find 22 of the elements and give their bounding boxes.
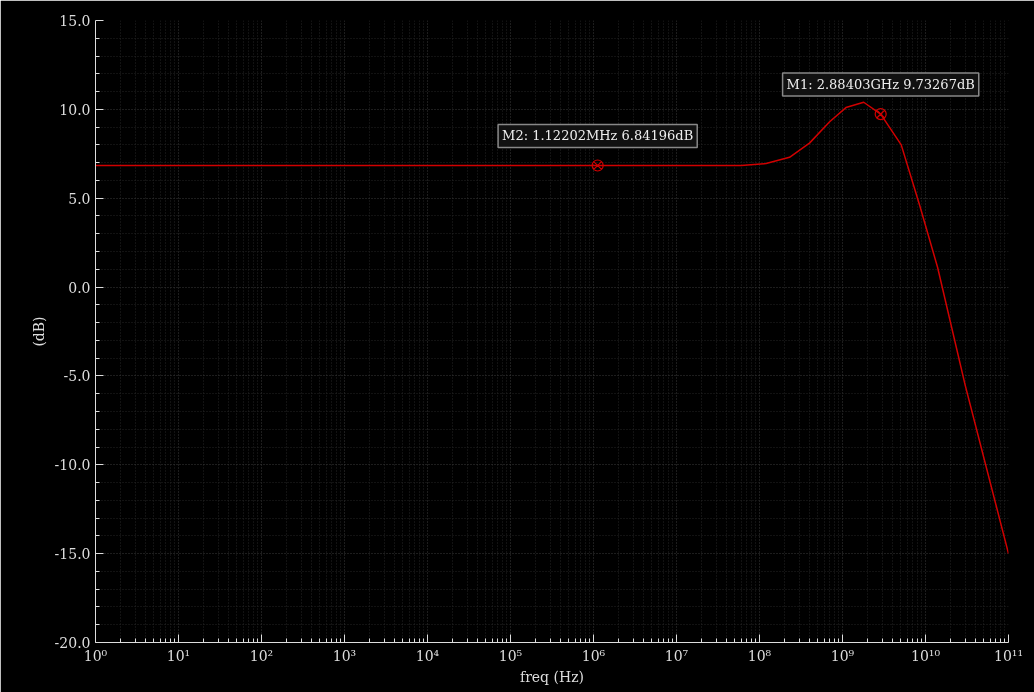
annotation: M2: 1.12202MHz 6.84196dB [502,128,694,144]
y-axis-title: (dB) [30,316,47,347]
y-tick-label: 10.0 [59,101,91,118]
x-tick-label: 10⁹ [830,647,855,664]
y-tick-label: -10.0 [54,457,91,474]
x-tick-label: 10¹⁰ [910,647,941,664]
y-tick-label: 15.0 [59,13,91,29]
y-tick-label: 5.0 [68,190,91,207]
x-tick-label: 10⁶ [581,647,606,664]
x-tick-label: 10⁷ [664,647,689,664]
y-tick-label: 0.0 [68,279,91,296]
x-tick-label: 10¹ [166,647,191,664]
x-tick-label: 10¹¹ [993,647,1024,664]
y-tick-label: -5.0 [63,368,91,385]
y-tick-label: -15.0 [54,546,91,563]
x-tick-label: 10² [249,647,274,664]
annotation: M1: 2.88403GHz 9.73267dB [786,77,975,93]
x-tick-label: 10⁸ [747,647,772,664]
x-tick-label: 10⁴ [415,647,440,664]
x-axis-title: freq (Hz) [519,668,585,685]
x-tick-label: 10³ [332,647,357,664]
x-tick-label: 10⁵ [498,647,523,664]
